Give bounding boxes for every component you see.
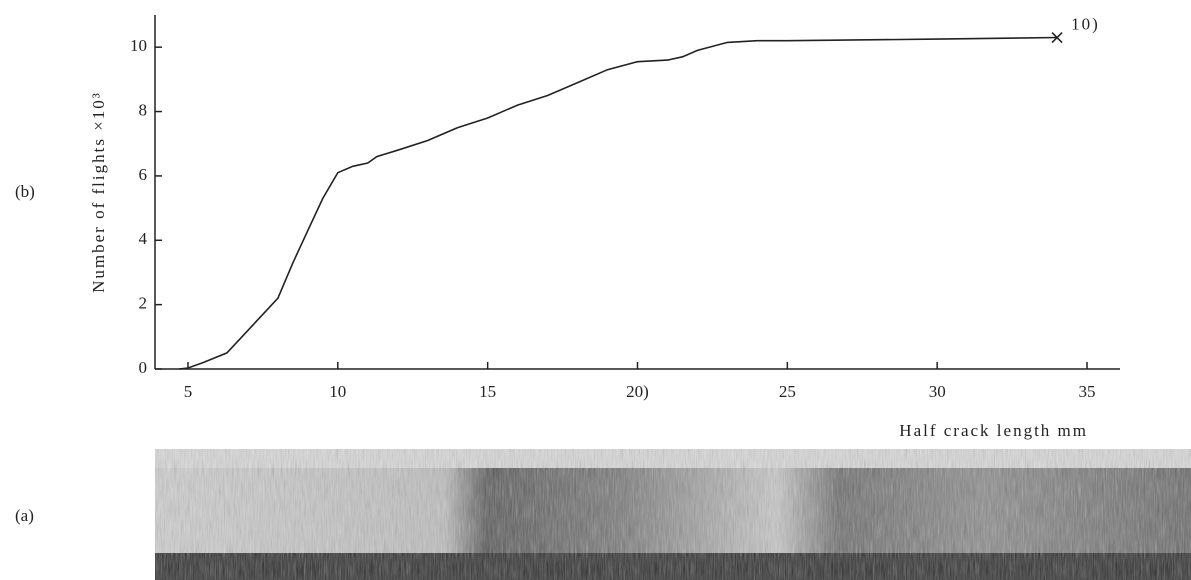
x-tick-label: 20): [626, 382, 649, 401]
x-axis-label: Half crack length mm: [899, 421, 1088, 440]
y-tick-label: 0: [139, 358, 148, 377]
x-tick-label: 15: [479, 382, 496, 401]
y-tick-label: 6: [139, 165, 148, 184]
x-tick-label: 30: [929, 382, 946, 401]
panel-label: (b): [15, 182, 35, 201]
panel-label: (a): [15, 506, 34, 525]
x-tick-label: 25: [779, 382, 796, 401]
photo: [155, 449, 1191, 580]
annotation: 10): [1071, 14, 1100, 33]
end-marker: [1051, 31, 1063, 44]
y-tick-label: 10: [130, 36, 147, 55]
y-tick-label: 4: [139, 229, 148, 248]
y-axis-label: Number of flights ×10³: [89, 91, 108, 293]
data-line: [178, 36, 1058, 370]
x-tick-label: 35: [1079, 382, 1096, 401]
y-tick-label: 2: [139, 294, 148, 313]
y-tick-label: 8: [139, 100, 148, 119]
x-tick-label: 5: [184, 382, 193, 401]
x-tick-label: 10: [329, 382, 346, 401]
